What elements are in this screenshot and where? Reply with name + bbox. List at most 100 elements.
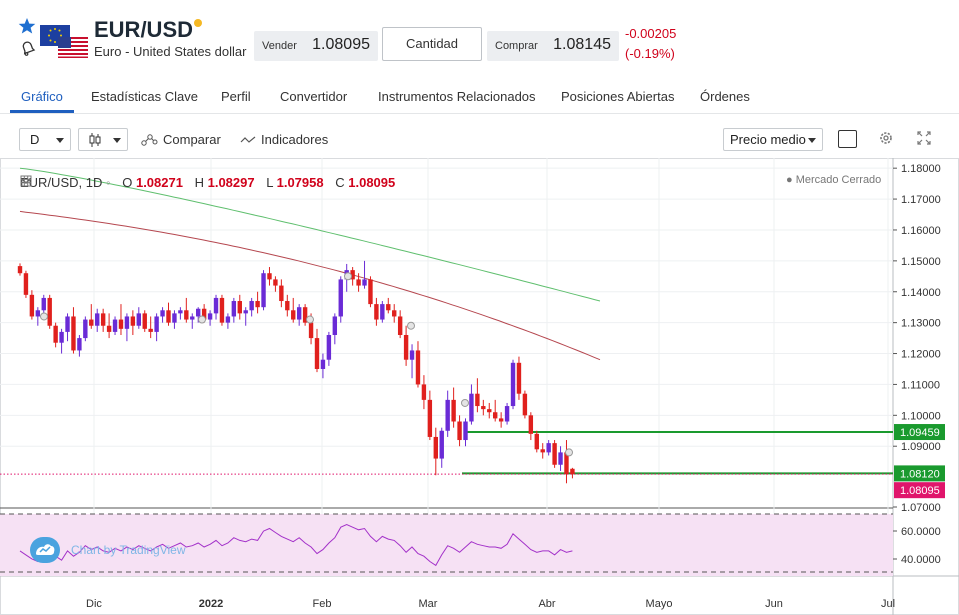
candle-body [267,273,272,280]
candle-body [243,310,248,314]
sell-label: Vender [262,40,297,52]
candle-body [451,399,456,422]
candle-body [219,297,225,323]
chart-canvas[interactable]: Dic 2022 Feb Mar Abr Mayo Jun Jul 1.18000 1.17000… [0,158,959,615]
candle-body [71,316,76,351]
candle-body [142,313,147,329]
price-change-pct: (-0.19%) [625,46,675,61]
y-axis-label: 1.16000 [901,225,941,237]
candle-body [237,301,242,314]
candle-body [338,279,343,317]
price-change: -0.00205 (-0.19%) [625,24,676,64]
tab-convertidor[interactable]: Convertidor [280,89,348,104]
price-type-value: Precio medio [730,132,806,147]
legend-open-key: O [122,175,133,190]
candle-body [564,452,569,475]
sell-button[interactable]: Vender 1.08095 [254,31,378,61]
candle-body [368,279,373,305]
tab-perfil[interactable]: Perfil [221,89,251,104]
candle-body [374,304,379,320]
candle-body [534,433,539,450]
y-axis-label: 1.13000 [901,318,941,330]
price-type-select[interactable]: Precio medio [723,128,823,151]
candle-body [332,316,338,335]
tab-estadisticas-clave[interactable]: Estadísticas Clave [91,89,198,104]
candle-body [362,279,367,286]
candle-body [106,325,112,332]
star-icon[interactable] [18,17,36,35]
candle-body [65,316,70,332]
price-label-bg [894,424,945,441]
candle-body [207,313,213,320]
candle-body [112,319,118,332]
candles-icon [89,133,101,147]
tab-bar: Gráfico Estadísticas Clave Perfil Conver… [0,80,959,114]
interval-select[interactable]: D [19,128,71,151]
candle-body [308,322,314,339]
candle-body [172,313,177,323]
candle-body [302,307,308,323]
instrument-header: EUR/USD Euro - United States dollar Vend… [0,0,959,78]
compare-label: Comparar [163,132,221,147]
price-label-bg [894,482,945,499]
x-axis-label: 2022 [199,598,223,610]
price-label: 1.08095 [900,485,940,497]
y-axis-label: 1.18000 [901,163,941,175]
grid-icon[interactable] [20,175,32,187]
x-axis-label: Jun [765,598,783,610]
fullscreen-icon[interactable] [917,131,931,145]
tradingview-text: Chart by TradingView [71,543,186,557]
candle-body [380,304,385,320]
tab-posiciones-abiertas[interactable]: Posiciones Abiertas [561,89,675,104]
event-marker [198,315,206,324]
compare-icon [141,134,158,146]
candle-body [89,319,94,326]
candle-body [510,362,516,407]
rsi-axis-label: 60.0000 [901,526,941,538]
chart-type-select[interactable] [78,128,128,151]
candle-body [201,308,207,320]
x-axis-label: Jul [881,598,895,610]
tab-instrumentos-relacionados[interactable]: Instrumentos Relacionados [378,89,536,104]
candle-body [47,297,52,326]
price-chart[interactable]: Dic 2022 Feb Mar Abr Mayo Jun Jul 1.18000 1.17000… [0,158,959,615]
bell-icon[interactable] [19,39,37,57]
candle-body [314,338,320,369]
candle-body [326,335,332,360]
legend-options-icon[interactable]: ◦ [105,175,111,190]
screenshot-toggle[interactable] [838,130,857,148]
candle-body [213,297,219,314]
tab-grafico[interactable]: Gráfico [21,89,63,104]
market-status: ● Mercado Cerrado [786,174,882,186]
candle-body [285,301,290,311]
legend-title: EUR/USD, 1D [20,175,103,190]
x-axis-label: Mar [419,598,438,610]
legend-high-key: H [194,175,204,190]
candle-body [296,307,302,320]
y-axis-label: 1.07000 [901,502,941,514]
candle-body [546,443,551,453]
buy-button[interactable]: Comprar 1.08145 [487,31,619,61]
quantity-input[interactable]: Cantidad [382,27,482,61]
gear-icon[interactable] [878,130,894,146]
symbol-title: EUR/USD [94,17,194,42]
price-label: 1.09459 [900,427,940,439]
candle-body [469,393,474,422]
y-axis-label: 1.12000 [901,349,941,361]
candle-body [160,310,165,317]
event-marker [407,321,415,330]
ma-slow-line [19,210,601,361]
legend-open-value: 1.08271 [135,175,183,190]
candle-body [409,350,415,360]
rsi-axis-label: 40.0000 [901,554,941,566]
candle-body [196,308,201,317]
candle-body [481,406,486,410]
candle-body [261,273,266,308]
candle-body [273,279,278,286]
tab-ordenes[interactable]: Órdenes [700,89,750,104]
candle-body [403,335,409,360]
legend-close-value: 1.08095 [348,175,396,190]
candle-body [166,310,171,323]
candle-body [130,316,136,326]
